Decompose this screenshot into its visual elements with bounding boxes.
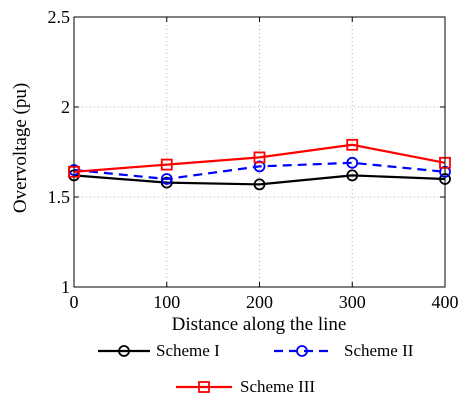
y-tick-label: 1 (61, 277, 70, 297)
axis-ticks (73, 16, 446, 288)
x-tick-label: 100 (153, 292, 180, 312)
legend-marker (118, 345, 130, 357)
legend-label: Scheme II (344, 341, 414, 360)
legend-item: Scheme II (274, 341, 414, 360)
series-line (73, 161, 446, 181)
data-point (253, 151, 266, 164)
data-point (160, 173, 173, 185)
x-tick-label: 200 (246, 292, 273, 312)
legend-item: Scheme III (176, 377, 315, 396)
data-point (253, 178, 266, 191)
tick-labels: 0 100 200 300 400 1 1.5 2 2.5 (48, 7, 459, 312)
y-axis-label: Overvoltage (pu) (10, 83, 31, 213)
legend-item: Scheme I (98, 341, 220, 360)
legend-marker (296, 345, 308, 357)
data-point (346, 156, 359, 169)
y-tick-label: 1.5 (48, 187, 71, 207)
series-line (73, 174, 446, 186)
x-tick-label: 400 (432, 292, 459, 312)
x-tick-label: 0 (70, 292, 79, 312)
legend-marker (198, 381, 210, 393)
legend: Scheme I Scheme II Scheme III (98, 341, 414, 396)
series-line (73, 143, 446, 173)
legend-label: Scheme III (240, 377, 315, 396)
data-point (160, 158, 173, 171)
legend-label: Scheme I (156, 341, 220, 360)
y-tick-label: 2 (61, 97, 70, 117)
y-tick-label: 2.5 (48, 7, 71, 27)
grid-lines (74, 17, 445, 287)
data-point (346, 169, 359, 182)
data-point (253, 160, 266, 173)
data-point (160, 176, 173, 189)
data-point (346, 138, 359, 151)
x-tick-label: 300 (339, 292, 366, 312)
x-axis-label: Distance along the line (172, 314, 347, 335)
